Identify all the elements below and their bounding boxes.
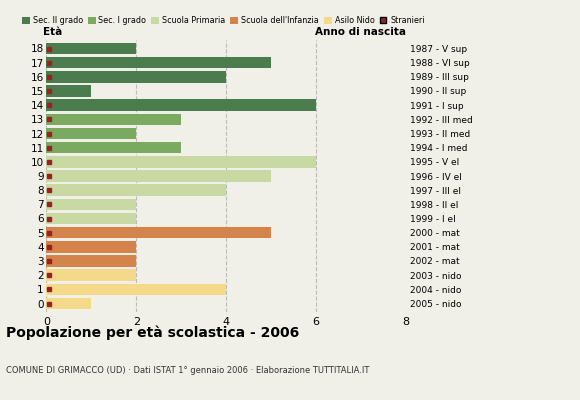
Bar xyxy=(46,241,136,253)
Bar xyxy=(46,184,226,196)
Bar xyxy=(46,142,182,154)
Bar xyxy=(46,170,271,182)
Bar xyxy=(46,284,226,295)
Legend: Sec. II grado, Sec. I grado, Scuola Primaria, Scuola dell'Infanzia, Asilo Nido, : Sec. II grado, Sec. I grado, Scuola Prim… xyxy=(21,16,425,25)
Bar xyxy=(46,43,136,54)
Bar xyxy=(46,99,316,111)
Bar xyxy=(46,114,182,125)
Bar xyxy=(46,269,136,281)
Text: Popolazione per età scolastica - 2006: Popolazione per età scolastica - 2006 xyxy=(6,326,299,340)
Text: Età: Età xyxy=(43,27,62,37)
Text: Anno di nascita: Anno di nascita xyxy=(315,27,406,37)
Bar xyxy=(46,298,92,309)
Bar xyxy=(46,198,136,210)
Bar xyxy=(46,227,271,238)
Bar xyxy=(46,71,226,83)
Bar xyxy=(46,128,136,139)
Bar xyxy=(46,156,316,168)
Bar xyxy=(46,85,92,97)
Bar xyxy=(46,57,271,68)
Text: COMUNE DI GRIMACCO (UD) · Dati ISTAT 1° gennaio 2006 · Elaborazione TUTTITALIA.I: COMUNE DI GRIMACCO (UD) · Dati ISTAT 1° … xyxy=(6,366,369,375)
Bar xyxy=(46,255,136,267)
Bar xyxy=(46,213,136,224)
